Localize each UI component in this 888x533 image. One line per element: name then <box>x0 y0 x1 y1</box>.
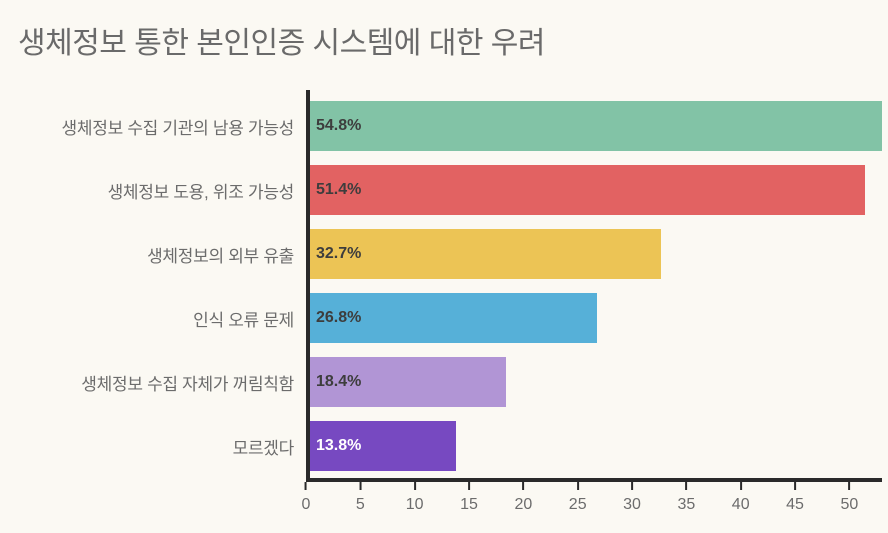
bar: 26.8% <box>306 293 597 343</box>
tick-label: 50 <box>840 496 858 514</box>
bar: 32.7% <box>306 229 661 279</box>
tick-label: 10 <box>406 496 424 514</box>
tick-mark <box>685 482 687 490</box>
tick-mark <box>848 482 850 490</box>
x-tick: 10 <box>406 482 424 514</box>
bar-value: 18.4% <box>316 373 361 391</box>
tick-label: 5 <box>356 496 365 514</box>
x-tick: 45 <box>786 482 804 514</box>
tick-mark <box>631 482 633 490</box>
bar: 51.4% <box>306 165 865 215</box>
tick-mark <box>577 482 579 490</box>
tick-label: 0 <box>302 496 311 514</box>
tick-mark <box>359 482 361 490</box>
y-label: 생체정보 도용, 위조 가능성 <box>18 165 300 215</box>
bar-row: 54.8% <box>306 101 882 151</box>
bar-row: 26.8% <box>306 293 882 343</box>
chart-area: 생체정보 수집 기관의 남용 가능성 생체정보 도용, 위조 가능성 생체정보의… <box>18 90 882 530</box>
tick-label: 35 <box>677 496 695 514</box>
tick-label: 20 <box>514 496 532 514</box>
y-label: 생체정보의 외부 유출 <box>18 229 300 279</box>
x-tick: 50 <box>840 482 858 514</box>
bars-container: 54.8% 51.4% 32.7% 26.8% 18.4% 13.8% <box>306 90 882 482</box>
tick-label: 30 <box>623 496 641 514</box>
x-tick: 30 <box>623 482 641 514</box>
y-label: 생체정보 수집 기관의 남용 가능성 <box>18 101 300 151</box>
x-axis-ticks: 05101520253035404550 <box>306 482 882 530</box>
y-label: 인식 오류 문제 <box>18 293 300 343</box>
bar-row: 18.4% <box>306 357 882 407</box>
tick-label: 45 <box>786 496 804 514</box>
tick-mark <box>794 482 796 490</box>
bar: 13.8% <box>306 421 456 471</box>
bar: 18.4% <box>306 357 506 407</box>
x-tick: 0 <box>302 482 311 514</box>
tick-mark <box>305 482 307 490</box>
bar-value: 13.8% <box>316 437 361 455</box>
bar-value: 32.7% <box>316 245 361 263</box>
bar-row: 13.8% <box>306 421 882 471</box>
tick-label: 15 <box>460 496 478 514</box>
x-tick: 15 <box>460 482 478 514</box>
x-tick: 5 <box>356 482 365 514</box>
bar-row: 51.4% <box>306 165 882 215</box>
tick-label: 25 <box>569 496 587 514</box>
tick-label: 40 <box>732 496 750 514</box>
plot-area: 54.8% 51.4% 32.7% 26.8% 18.4% 13.8% <box>306 90 882 482</box>
tick-mark <box>522 482 524 490</box>
tick-mark <box>740 482 742 490</box>
bar-value: 51.4% <box>316 181 361 199</box>
x-tick: 35 <box>677 482 695 514</box>
tick-mark <box>414 482 416 490</box>
y-axis-line <box>306 90 310 482</box>
bar-value: 26.8% <box>316 309 361 327</box>
x-tick: 40 <box>732 482 750 514</box>
y-axis-labels: 생체정보 수집 기관의 남용 가능성 생체정보 도용, 위조 가능성 생체정보의… <box>18 90 300 482</box>
bar-row: 32.7% <box>306 229 882 279</box>
x-tick: 20 <box>514 482 532 514</box>
chart-title: 생체정보 통한 본인인증 시스템에 대한 우려 <box>18 18 882 62</box>
y-label: 모르겠다 <box>18 421 300 471</box>
y-label: 생체정보 수집 자체가 꺼림칙함 <box>18 357 300 407</box>
bar: 54.8% <box>306 101 882 151</box>
bar-value: 54.8% <box>316 117 361 135</box>
tick-mark <box>468 482 470 490</box>
x-tick: 25 <box>569 482 587 514</box>
